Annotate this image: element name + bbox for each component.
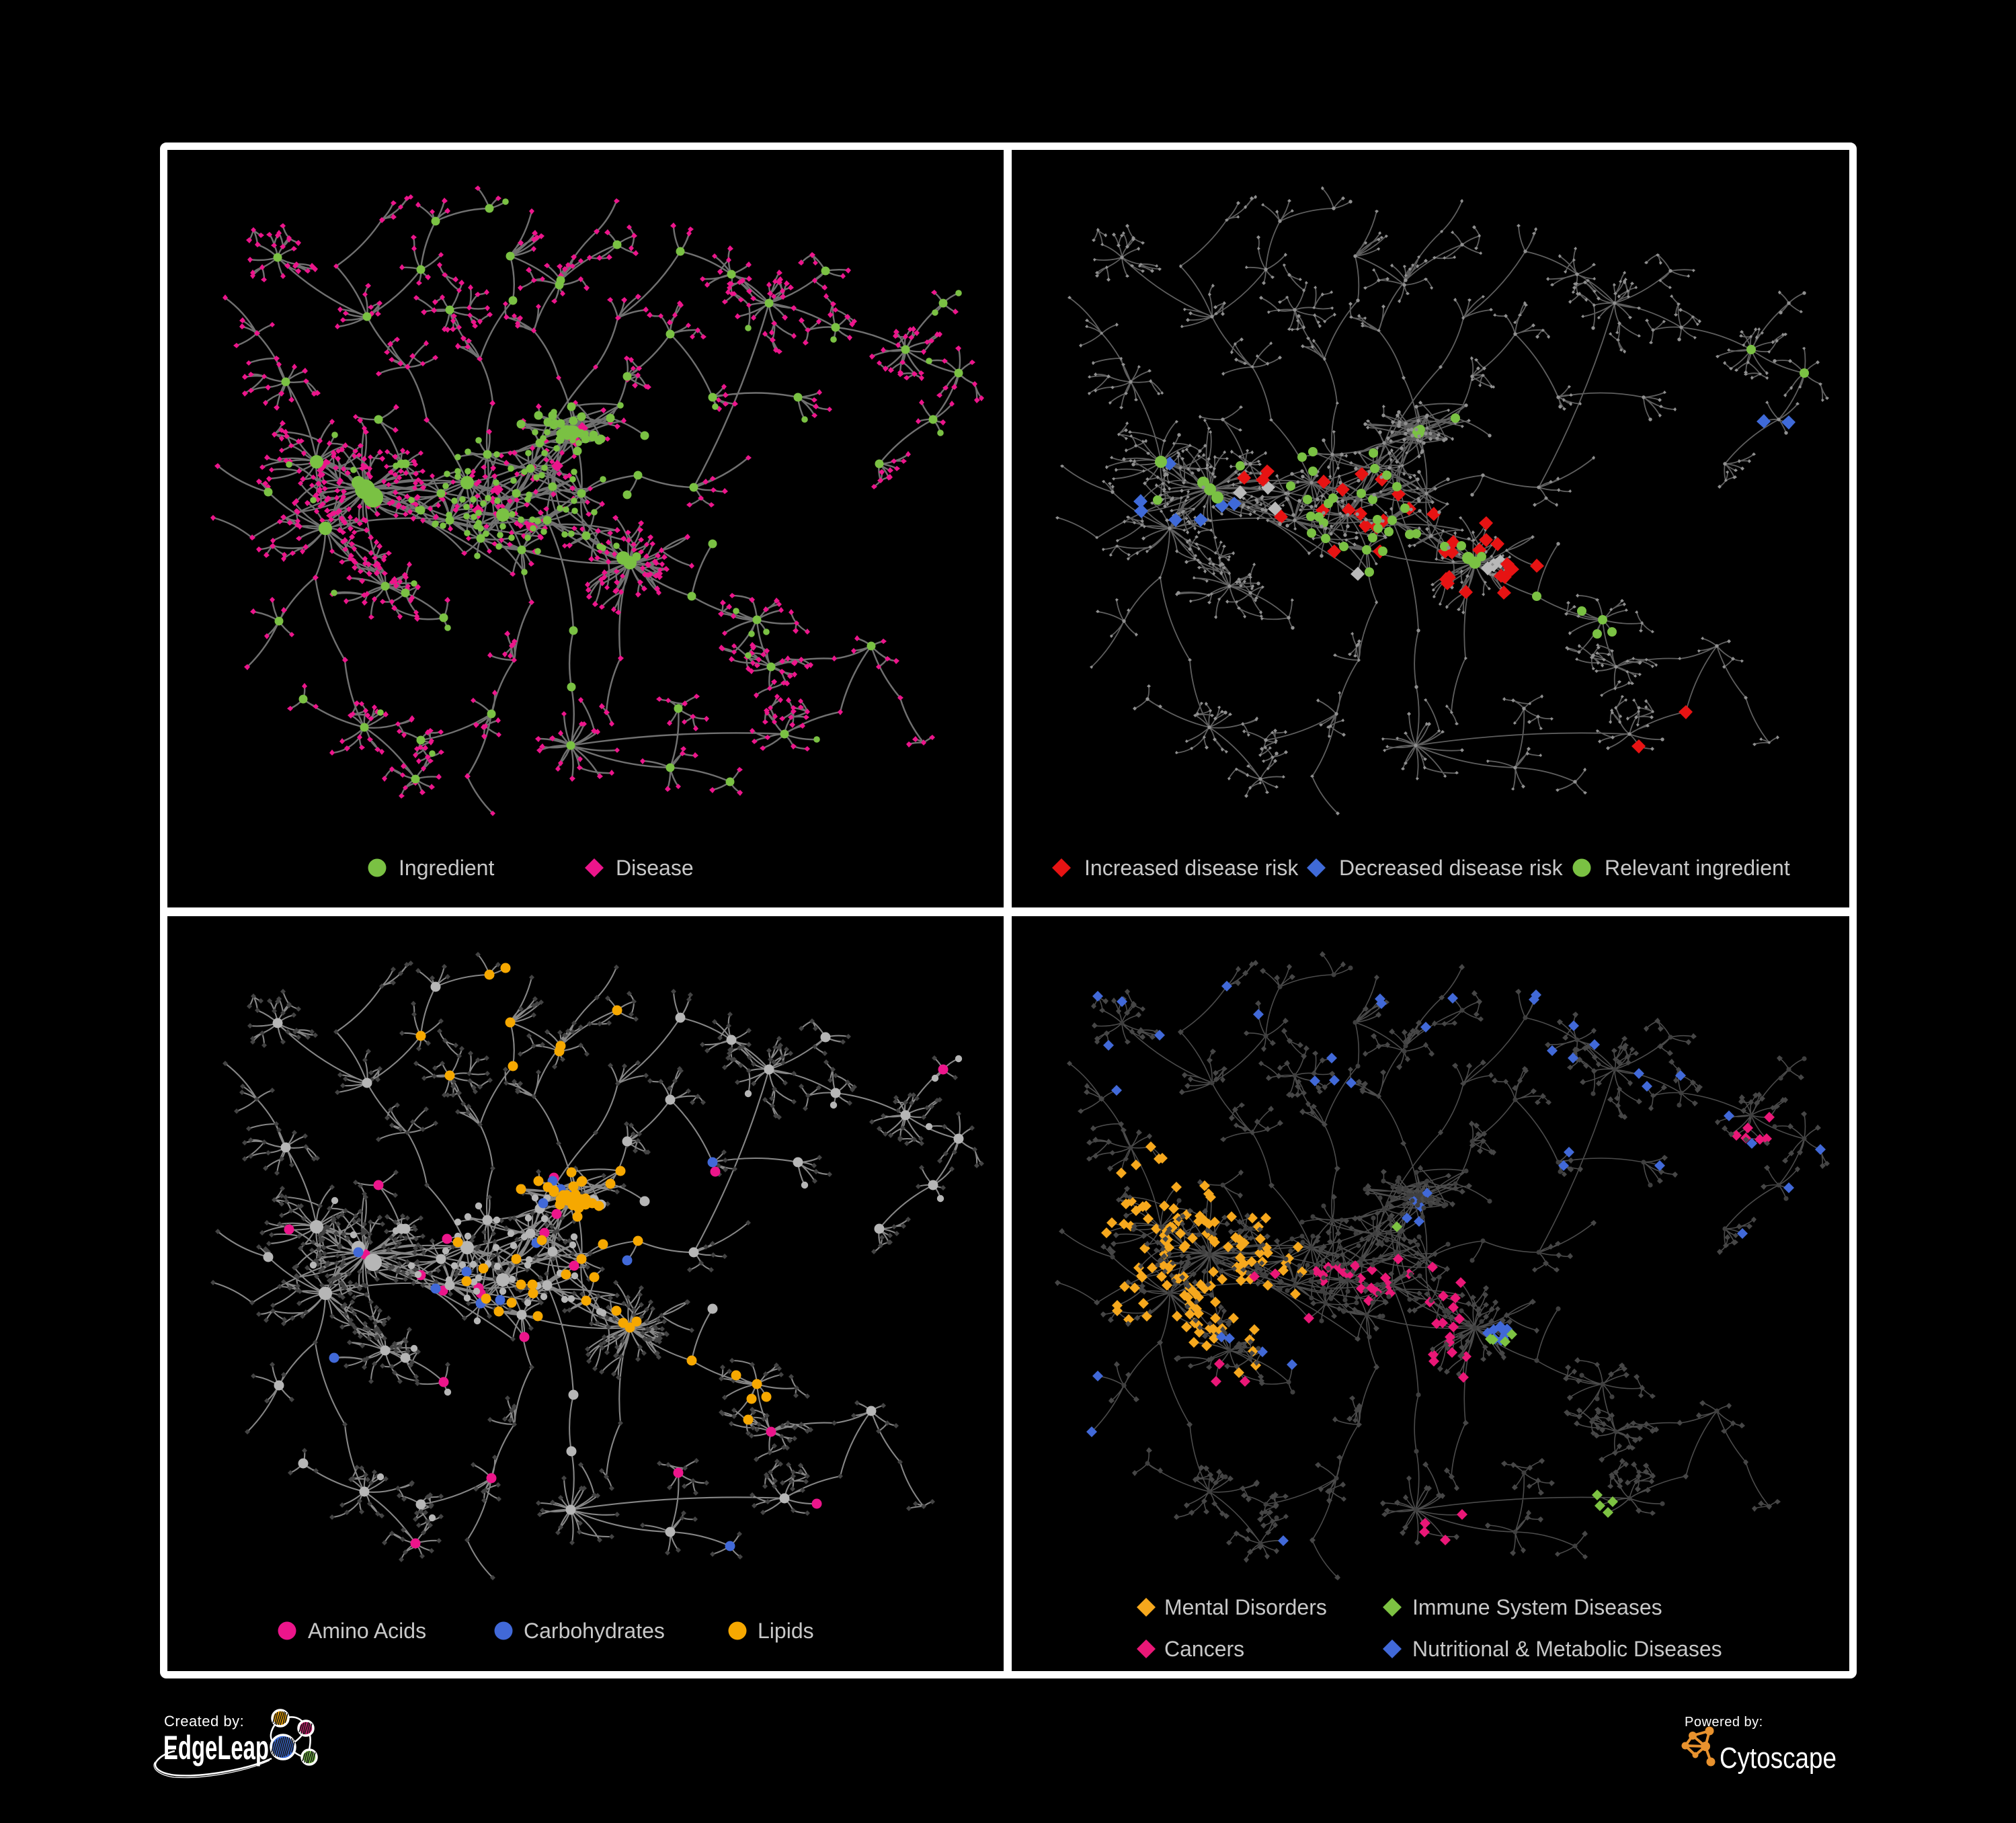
svg-text:Increased disease risk: Increased disease risk: [1084, 856, 1299, 880]
svg-text:Ingredient: Ingredient: [399, 856, 494, 880]
svg-text:Amino Acids: Amino Acids: [308, 1619, 426, 1643]
svg-text:Cytoscape: Cytoscape: [1720, 1742, 1837, 1775]
svg-text:Cancers: Cancers: [1164, 1637, 1244, 1661]
svg-text:Relevant ingredient: Relevant ingredient: [1605, 856, 1790, 880]
svg-text:Nutritional & Metabolic Diseas: Nutritional & Metabolic Diseases: [1412, 1637, 1722, 1661]
svg-text:Immune System Diseases: Immune System Diseases: [1412, 1595, 1662, 1619]
svg-text:Decreased disease risk: Decreased disease risk: [1339, 856, 1564, 880]
svg-text:Disease: Disease: [616, 856, 694, 880]
svg-text:Mental Disorders: Mental Disorders: [1164, 1595, 1327, 1619]
svg-text:Carbohydrates: Carbohydrates: [524, 1619, 665, 1643]
svg-text:Lipids: Lipids: [758, 1619, 814, 1643]
svg-text:Created by:: Created by:: [164, 1713, 244, 1730]
svg-text:Powered by:: Powered by:: [1685, 1715, 1763, 1730]
svg-text:EdgeLeap: EdgeLeap: [163, 1729, 269, 1767]
